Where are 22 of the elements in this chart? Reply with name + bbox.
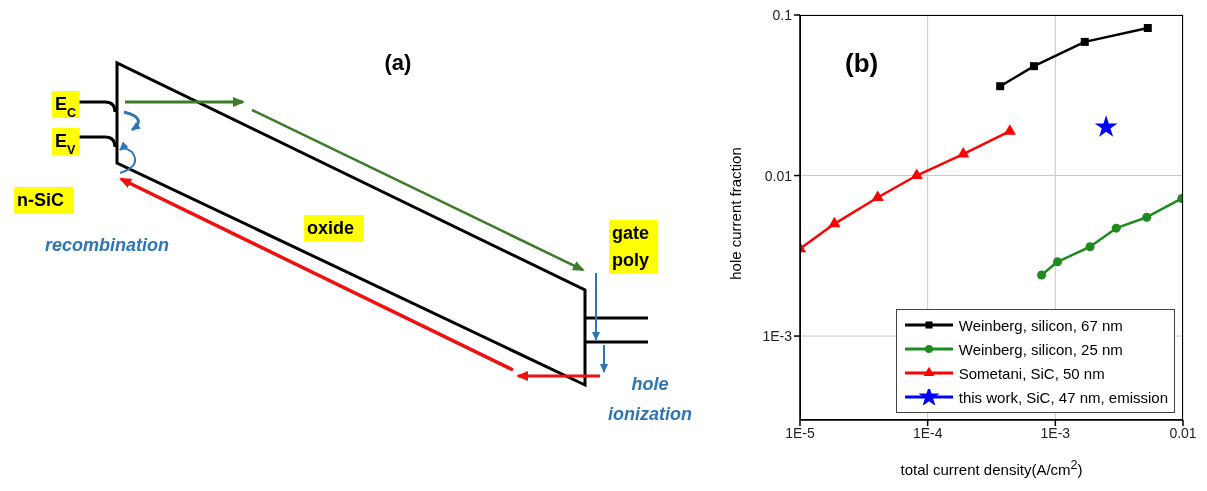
legend-label: Weinberg, silicon, 67 nm	[958, 316, 1123, 334]
text: gate poly	[612, 223, 650, 270]
x-tick-label: 0.01	[1169, 424, 1197, 441]
legend-label: Sometani, SiC, 50 nm	[958, 364, 1105, 382]
x-tick-label: 1E-4	[912, 424, 943, 441]
text: oxide	[307, 218, 355, 238]
text: E$_{V}$	[55, 131, 77, 157]
legend-label: Weinberg, silicon, 25 nm	[958, 340, 1123, 358]
legend-label: this work, SiC, 47 nm, emission	[958, 388, 1168, 406]
y-tick-label: 0.01	[764, 167, 793, 184]
text: n-SiC	[17, 190, 64, 210]
text: E$_{C}$	[55, 94, 77, 120]
text: hole ionization	[608, 374, 692, 424]
x-tick-label: 1E-5	[785, 424, 815, 441]
y-axis-title: hole current fraction	[726, 146, 744, 282]
y-tick-label: 1E-3	[762, 328, 793, 345]
y-tick-label: 0.1	[772, 6, 793, 23]
x-axis-title: total current density(A/cm$^{2}$)	[899, 458, 1084, 478]
x-tick-label: 1E-3	[1040, 424, 1071, 441]
text: (a)	[384, 50, 412, 75]
text: (b)	[845, 48, 879, 79]
text: recombination	[45, 235, 170, 255]
